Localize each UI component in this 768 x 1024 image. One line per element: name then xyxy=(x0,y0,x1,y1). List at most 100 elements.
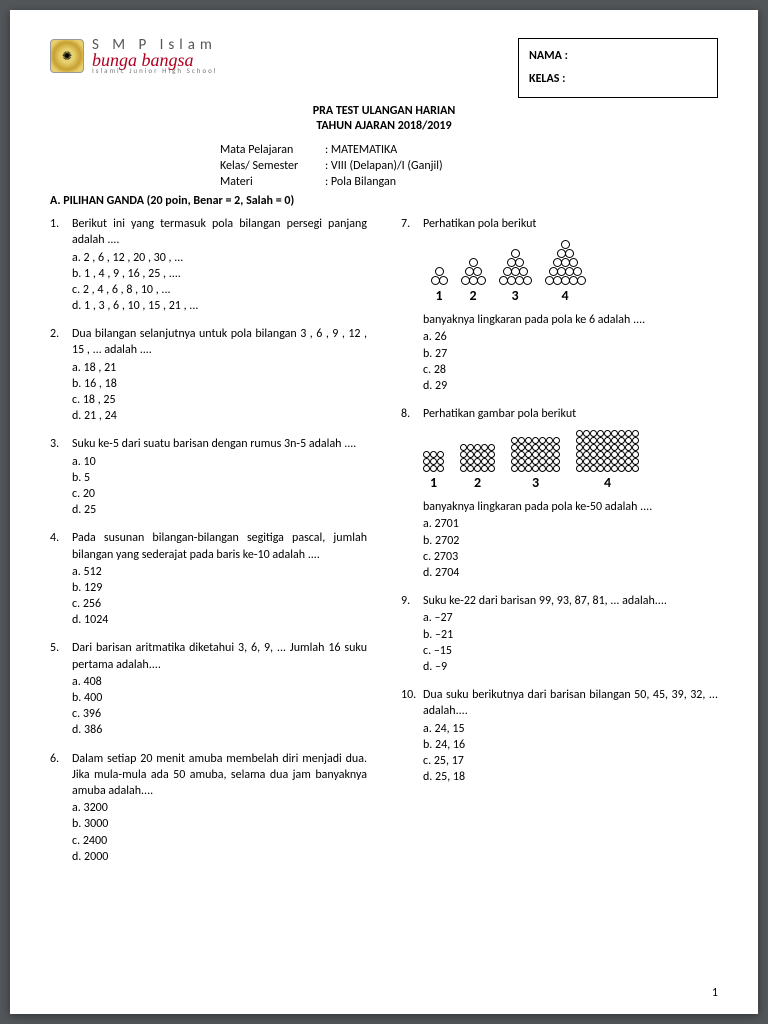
question-10: 10. Dua suku berikutnya dari barisan bil… xyxy=(401,687,718,785)
question-4: 4. Pada susunan bilangan-bilangan segiti… xyxy=(50,530,367,628)
title-block: PRA TEST ULANGAN HARIAN TAHUN AJARAN 201… xyxy=(50,104,718,134)
q3-num: 3. xyxy=(50,436,72,518)
nama-label: NAMA : xyxy=(529,45,707,68)
title-line2: TAHUN AJARAN 2018/2019 xyxy=(50,119,718,134)
q2-d: d. 21 , 24 xyxy=(72,408,367,424)
q3-c: c. 20 xyxy=(72,486,367,502)
q5-d: d. 386 xyxy=(72,722,367,738)
q1-text: Berikut ini yang termasuk pola bilangan … xyxy=(72,216,367,248)
section-a-header: A. PILIHAN GANDA (20 poin, Benar = 2, Sa… xyxy=(50,194,718,208)
question-7: 7. Perhatikan pola berikut 1234 banyakny… xyxy=(401,216,718,394)
q9-a: a. –27 xyxy=(423,610,718,626)
q4-d: d. 1024 xyxy=(72,612,367,628)
q5-num: 5. xyxy=(50,640,72,738)
meta-key-class: Kelas/ Semester xyxy=(220,158,325,174)
q9-text: Suku ke-22 dari barisan 99, 93, 87, 81, … xyxy=(423,593,718,609)
q10-a: a. 24, 15 xyxy=(423,721,718,737)
q7-d: d. 29 xyxy=(423,378,718,394)
q6-d: d. 2000 xyxy=(72,849,367,865)
q2-c: c. 18 , 25 xyxy=(72,392,367,408)
q7-c: c. 28 xyxy=(423,362,718,378)
school-text: S M P Islam bunga bangsa Islamic Junior … xyxy=(92,38,217,74)
meta-val-subject: : MATEMATIKA xyxy=(325,142,397,158)
identity-box: NAMA : KELAS : xyxy=(518,38,718,98)
title-line1: PRA TEST ULANGAN HARIAN xyxy=(50,104,718,119)
question-2: 2. Dua bilangan selanjutnya untuk pola b… xyxy=(50,326,367,424)
q9-c: c. –15 xyxy=(423,643,718,659)
q6-num: 6. xyxy=(50,751,72,865)
q9-b: b. –21 xyxy=(423,627,718,643)
q4-b: b. 129 xyxy=(72,580,367,596)
q1-options: a. 2 , 6 , 12 , 20 , 30 , ... b. 1 , 4 ,… xyxy=(72,250,367,315)
question-3: 3. Suku ke-5 dari suatu barisan dengan r… xyxy=(50,436,367,518)
q8-text: Perhatikan gambar pola berikut xyxy=(423,406,718,422)
column-left: 1. Berikut ini yang termasuk pola bilang… xyxy=(50,216,367,877)
q8-c: c. 2703 xyxy=(423,549,718,565)
q1-a: a. 2 , 6 , 12 , 20 , 30 , ... xyxy=(72,250,367,266)
q5-b: b. 400 xyxy=(72,690,367,706)
q1-b: b. 1 , 4 , 9 , 16 , 25 , .... xyxy=(72,266,367,282)
meta-key-subject: Mata Pelajaran xyxy=(220,142,325,158)
q5-c: c. 396 xyxy=(72,706,367,722)
school-logo-icon: ✺ xyxy=(50,39,84,73)
q7-b: b. 27 xyxy=(423,346,718,362)
q8-a: a. 2701 xyxy=(423,516,718,532)
q2-options: a. 18 , 21 b. 16 , 18 c. 18 , 25 d. 21 ,… xyxy=(72,360,367,425)
q2-a: a. 18 , 21 xyxy=(72,360,367,376)
q1-num: 1. xyxy=(50,216,72,314)
q4-num: 4. xyxy=(50,530,72,628)
q4-text: Pada susunan bilangan-bilangan segitiga … xyxy=(72,530,367,562)
kelas-label: KELAS : xyxy=(529,68,707,91)
q3-a: a. 10 xyxy=(72,454,367,470)
page: ✺ S M P Islam bunga bangsa Islamic Junio… xyxy=(10,10,758,1014)
q4-c: c. 256 xyxy=(72,596,367,612)
meta-val-materi: : Pola Bilangan xyxy=(325,174,396,190)
column-right: 7. Perhatikan pola berikut 1234 banyakny… xyxy=(401,216,718,877)
q8-num: 8. xyxy=(401,406,423,581)
q1-d: d. 1 , 3 , 6 , 10 , 15 , 21 , ... xyxy=(72,298,367,314)
q10-text: Dua suku berikutnya dari barisan bilanga… xyxy=(423,687,718,719)
q10-num: 10. xyxy=(401,687,423,785)
question-8: 8. Perhatikan gambar pola berikut 1234 b… xyxy=(401,406,718,581)
columns: 1. Berikut ini yang termasuk pola bilang… xyxy=(50,216,718,877)
q10-c: c. 25, 17 xyxy=(423,753,718,769)
q8-subtext: banyaknya lingkaran pada pola ke-50 adal… xyxy=(423,499,718,515)
q7-text: Perhatikan pola berikut xyxy=(423,216,718,232)
q2-text: Dua bilangan selanjutnya untuk pola bila… xyxy=(72,326,367,358)
q4-a: a. 512 xyxy=(72,564,367,580)
q9-d: d. –9 xyxy=(423,659,718,675)
q7-options: a. 26 b. 27 c. 28 d. 29 xyxy=(423,329,718,394)
q4-options: a. 512 b. 129 c. 256 d. 1024 xyxy=(72,564,367,629)
q10-b: b. 24, 16 xyxy=(423,737,718,753)
q1-c: c. 2 , 4 , 6 , 8 , 10 , ... xyxy=(72,282,367,298)
q7-subtext: banyaknya lingkaran pada pola ke 6 adala… xyxy=(423,312,718,328)
question-1: 1. Berikut ini yang termasuk pola bilang… xyxy=(50,216,367,314)
q8-b: b. 2702 xyxy=(423,533,718,549)
q10-options: a. 24, 15 b. 24, 16 c. 25, 17 d. 25, 18 xyxy=(423,721,718,786)
q8-pattern-diagram: 1234 xyxy=(423,430,718,493)
q6-options: a. 3200 b. 3000 c. 2400 d. 2000 xyxy=(72,800,367,865)
q7-a: a. 26 xyxy=(423,329,718,345)
header-row: ✺ S M P Islam bunga bangsa Islamic Junio… xyxy=(50,38,718,98)
question-9: 9. Suku ke-22 dari barisan 99, 93, 87, 8… xyxy=(401,593,718,675)
q5-text: Dari barisan aritmatika diketahui 3, 6, … xyxy=(72,640,367,672)
q3-b: b. 5 xyxy=(72,470,367,486)
q9-num: 9. xyxy=(401,593,423,675)
page-number: 1 xyxy=(712,986,718,1000)
q6-c: c. 2400 xyxy=(72,833,367,849)
school-name-line3: Islamic Junior High School xyxy=(92,67,217,74)
q5-options: a. 408 b. 400 c. 396 d. 386 xyxy=(72,674,367,739)
q5-a: a. 408 xyxy=(72,674,367,690)
q9-options: a. –27 b. –21 c. –15 d. –9 xyxy=(423,610,718,675)
q7-pattern-diagram: 1234 xyxy=(431,240,718,306)
q3-text: Suku ke-5 dari suatu barisan dengan rumu… xyxy=(72,436,367,452)
meta-key-materi: Materi xyxy=(220,174,325,190)
q10-d: d. 25, 18 xyxy=(423,769,718,785)
question-5: 5. Dari barisan aritmatika diketahui 3, … xyxy=(50,640,367,738)
q8-d: d. 2704 xyxy=(423,565,718,581)
q3-d: d. 25 xyxy=(72,502,367,518)
q3-options: a. 10 b. 5 c. 20 d. 25 xyxy=(72,454,367,519)
meta-val-class: : VIII (Delapan)/I (Ganjil) xyxy=(325,158,443,174)
q6-text: Dalam setiap 20 menit amuba membelah dir… xyxy=(72,751,367,800)
school-logo-area: ✺ S M P Islam bunga bangsa Islamic Junio… xyxy=(50,38,217,74)
